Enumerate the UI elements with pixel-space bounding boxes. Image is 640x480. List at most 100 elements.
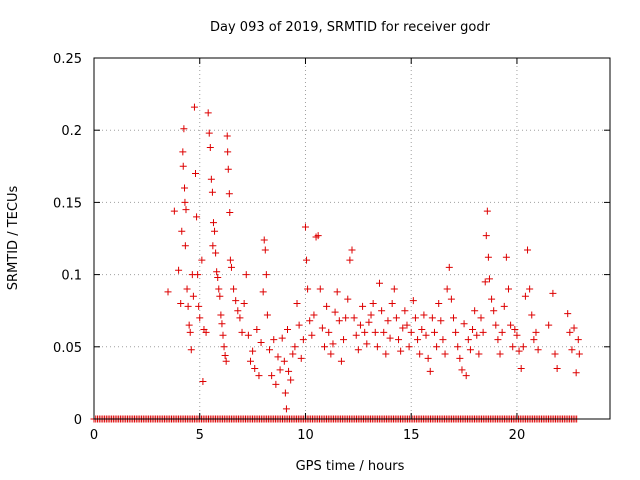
data-point <box>186 328 194 336</box>
data-point <box>316 285 324 293</box>
data-point <box>481 278 489 286</box>
data-point <box>519 343 527 351</box>
data-point <box>308 331 316 339</box>
data-point <box>227 263 235 271</box>
data-point <box>281 389 289 397</box>
data-point <box>170 207 178 215</box>
data-point <box>295 321 303 329</box>
data-point <box>238 328 246 336</box>
data-point <box>359 302 367 310</box>
data-point <box>388 299 396 307</box>
data-point <box>492 321 500 329</box>
data-point <box>187 346 195 354</box>
data-point <box>321 343 329 351</box>
data-point <box>220 343 228 351</box>
data-point <box>299 336 307 344</box>
data-point <box>314 232 322 240</box>
data-point <box>242 271 250 279</box>
data-point <box>549 289 557 297</box>
data-point <box>196 314 204 322</box>
data-point <box>498 328 506 336</box>
data-point <box>430 328 438 336</box>
data-point <box>208 188 216 196</box>
data-point <box>392 314 400 322</box>
data-point <box>488 295 496 303</box>
data-point <box>517 364 525 372</box>
data-point <box>225 190 233 198</box>
data-point <box>310 311 318 319</box>
data-point <box>443 285 451 293</box>
data-point <box>426 367 434 375</box>
data-point <box>335 317 343 325</box>
data-point <box>236 314 244 322</box>
data-point <box>223 132 231 140</box>
data-point <box>441 350 449 358</box>
data-point <box>367 311 375 319</box>
data-point <box>365 318 373 326</box>
data-point <box>369 299 377 307</box>
data-point <box>418 325 426 333</box>
chart-title: Day 093 of 2019, SRMTID for receiver god… <box>210 20 491 35</box>
data-point <box>178 227 186 235</box>
data-point <box>215 285 223 293</box>
data-point <box>329 340 337 348</box>
data-point <box>363 340 371 348</box>
data-point <box>354 346 362 354</box>
data-point <box>390 285 398 293</box>
data-point <box>184 302 192 310</box>
data-point <box>325 328 333 336</box>
data-point <box>209 242 217 250</box>
y-tick-label: 0.2 <box>61 124 82 139</box>
data-point <box>564 310 572 318</box>
data-point <box>462 372 470 380</box>
data-point <box>327 350 335 358</box>
data-point <box>435 299 443 307</box>
data-point <box>306 317 314 325</box>
data-point <box>249 347 257 355</box>
data-point <box>409 297 417 305</box>
y-tick-label: 0.15 <box>53 196 82 211</box>
data-point <box>202 328 210 336</box>
data-point <box>205 129 213 137</box>
x-axis-label: GPS time / hours <box>296 459 405 474</box>
y-tick-label: 0 <box>74 413 82 428</box>
data-point <box>253 325 261 333</box>
x-tick-label: 20 <box>509 428 526 443</box>
data-point <box>572 369 580 377</box>
data-point <box>226 209 234 217</box>
data-point <box>511 325 519 333</box>
data-point <box>428 314 436 322</box>
data-point <box>175 266 183 274</box>
y-axis-label: SRMTID / TECUs <box>6 186 21 291</box>
data-point <box>164 288 172 296</box>
data-point <box>272 380 280 388</box>
data-point <box>194 271 202 279</box>
data-point <box>494 336 502 344</box>
data-point <box>221 351 229 359</box>
data-point <box>509 343 517 351</box>
data-point <box>464 336 472 344</box>
data-point <box>214 273 222 281</box>
data-point <box>230 285 238 293</box>
data-point <box>216 292 224 300</box>
data-point <box>278 334 286 342</box>
data-point <box>504 285 512 293</box>
data-point <box>297 354 305 362</box>
data-point <box>301 223 309 231</box>
data-point <box>262 271 270 279</box>
data-point <box>213 268 221 276</box>
data-point <box>257 338 265 346</box>
data-point <box>475 350 483 358</box>
data-point <box>361 328 369 336</box>
data-point <box>263 311 271 319</box>
data-point <box>340 336 348 344</box>
data-point <box>439 336 447 344</box>
data-point <box>337 357 345 365</box>
data-point <box>566 328 574 336</box>
data-point <box>211 227 219 235</box>
data-point <box>181 198 189 206</box>
data-point <box>484 253 492 261</box>
data-point <box>183 285 191 293</box>
data-point <box>218 320 226 328</box>
data-point <box>348 246 356 254</box>
